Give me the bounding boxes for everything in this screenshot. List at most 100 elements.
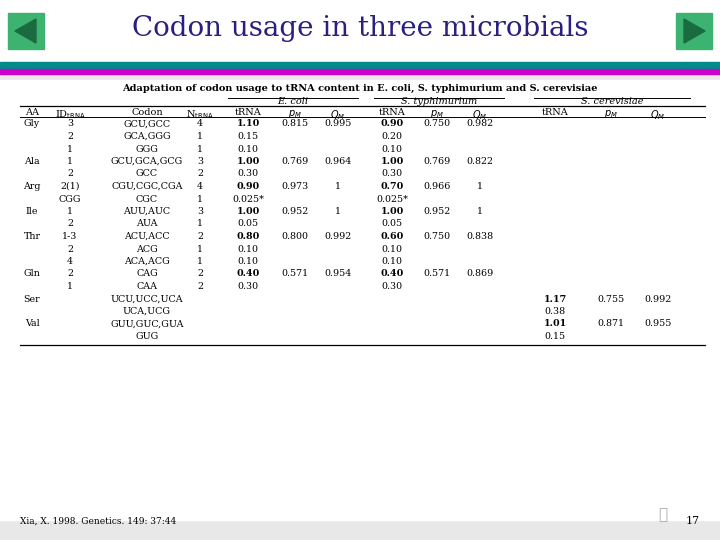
Text: 0.30: 0.30 bbox=[382, 170, 402, 179]
Text: Val: Val bbox=[24, 320, 40, 328]
Text: 0.995: 0.995 bbox=[324, 119, 351, 129]
Text: E. coli: E. coli bbox=[277, 97, 308, 106]
Bar bbox=[8, 13, 44, 49]
Text: CAA: CAA bbox=[137, 282, 158, 291]
Text: 0.952: 0.952 bbox=[423, 207, 451, 216]
Text: Ser: Ser bbox=[24, 294, 40, 303]
Text: 1-3: 1-3 bbox=[63, 232, 78, 241]
Text: 2: 2 bbox=[67, 170, 73, 179]
Text: 0.025*: 0.025* bbox=[232, 194, 264, 204]
Text: 3: 3 bbox=[67, 119, 73, 129]
Bar bbox=[0, 80, 720, 520]
Text: AUA: AUA bbox=[136, 219, 158, 228]
Text: 0.822: 0.822 bbox=[467, 157, 493, 166]
Text: 0.992: 0.992 bbox=[644, 294, 672, 303]
Text: 0.15: 0.15 bbox=[544, 332, 566, 341]
Text: 0.571: 0.571 bbox=[282, 269, 309, 279]
Text: S. typhimurium: S. typhimurium bbox=[401, 97, 477, 106]
Text: 0.815: 0.815 bbox=[282, 119, 309, 129]
Text: 0.10: 0.10 bbox=[238, 145, 258, 153]
Text: 1: 1 bbox=[67, 207, 73, 216]
Text: 1: 1 bbox=[67, 145, 73, 153]
Text: Adaptation of codon usage to tRNA content in E. coli, S. typhimurium and S. cere: Adaptation of codon usage to tRNA conten… bbox=[122, 84, 598, 93]
Text: Gly: Gly bbox=[24, 119, 40, 129]
Text: UCU,UCC,UCA: UCU,UCC,UCA bbox=[111, 294, 184, 303]
Text: 1.00: 1.00 bbox=[380, 157, 404, 166]
Text: 2: 2 bbox=[67, 269, 73, 279]
Text: 1: 1 bbox=[197, 219, 203, 228]
Text: GUU,GUC,GUA: GUU,GUC,GUA bbox=[110, 320, 184, 328]
Text: 1: 1 bbox=[477, 207, 483, 216]
Text: 2: 2 bbox=[197, 269, 203, 279]
Text: 1: 1 bbox=[477, 182, 483, 191]
Text: 0.954: 0.954 bbox=[325, 269, 351, 279]
Text: 0.40: 0.40 bbox=[380, 269, 404, 279]
Text: 1: 1 bbox=[197, 245, 203, 253]
Text: 0.90: 0.90 bbox=[380, 119, 404, 129]
Text: 🔊: 🔊 bbox=[658, 507, 667, 522]
Text: 1: 1 bbox=[197, 132, 203, 141]
Text: 1.10: 1.10 bbox=[236, 119, 260, 129]
Text: Codon: Codon bbox=[131, 108, 163, 117]
Polygon shape bbox=[15, 19, 36, 43]
Text: 1.00: 1.00 bbox=[380, 207, 404, 216]
Text: 0.30: 0.30 bbox=[382, 282, 402, 291]
Text: $Q_M$: $Q_M$ bbox=[330, 108, 346, 122]
Text: CGU,CGC,CGA: CGU,CGC,CGA bbox=[112, 182, 183, 191]
Text: 1: 1 bbox=[197, 194, 203, 204]
Text: 1: 1 bbox=[197, 145, 203, 153]
Text: $Q_M$: $Q_M$ bbox=[650, 108, 666, 122]
Text: 0.10: 0.10 bbox=[382, 145, 402, 153]
Text: 0.750: 0.750 bbox=[423, 119, 451, 129]
Text: 1: 1 bbox=[67, 282, 73, 291]
Text: 3: 3 bbox=[197, 157, 203, 166]
Text: 1: 1 bbox=[67, 157, 73, 166]
Text: 0.750: 0.750 bbox=[423, 232, 451, 241]
Text: AA: AA bbox=[25, 108, 39, 117]
Text: 1: 1 bbox=[335, 207, 341, 216]
Text: 0.10: 0.10 bbox=[238, 257, 258, 266]
Text: UCA,UCG: UCA,UCG bbox=[123, 307, 171, 316]
Text: 0.992: 0.992 bbox=[325, 232, 351, 241]
Text: 0.05: 0.05 bbox=[238, 219, 258, 228]
Text: 1: 1 bbox=[197, 257, 203, 266]
Text: $p_M$: $p_M$ bbox=[288, 108, 302, 120]
Text: 0.838: 0.838 bbox=[467, 232, 494, 241]
Text: N$_{\rm tRNA}$: N$_{\rm tRNA}$ bbox=[186, 108, 214, 121]
Text: CGC: CGC bbox=[136, 194, 158, 204]
Text: AUU,AUC: AUU,AUC bbox=[123, 207, 171, 216]
Text: 0.30: 0.30 bbox=[238, 282, 258, 291]
Text: Codon usage in three microbials: Codon usage in three microbials bbox=[132, 16, 588, 43]
Text: 0.952: 0.952 bbox=[282, 207, 309, 216]
Text: 0.70: 0.70 bbox=[380, 182, 404, 191]
Text: 1.17: 1.17 bbox=[544, 294, 567, 303]
Text: 2: 2 bbox=[197, 170, 203, 179]
Text: CAG: CAG bbox=[136, 269, 158, 279]
Text: 1.00: 1.00 bbox=[236, 207, 260, 216]
Text: 0.800: 0.800 bbox=[282, 232, 308, 241]
Text: tRNA: tRNA bbox=[235, 108, 261, 117]
Text: 0.38: 0.38 bbox=[544, 307, 566, 316]
Text: Thr: Thr bbox=[24, 232, 40, 241]
Text: Xia, X. 1998. Genetics. 149: 37:44: Xia, X. 1998. Genetics. 149: 37:44 bbox=[20, 517, 176, 526]
Text: 2: 2 bbox=[197, 232, 203, 241]
Text: 1.00: 1.00 bbox=[236, 157, 260, 166]
Text: 0.10: 0.10 bbox=[382, 257, 402, 266]
Text: 4: 4 bbox=[197, 182, 203, 191]
Text: CGG: CGG bbox=[59, 194, 81, 204]
Text: 0.90: 0.90 bbox=[236, 182, 260, 191]
Text: Gln: Gln bbox=[24, 269, 40, 279]
Text: tRNA: tRNA bbox=[541, 108, 568, 117]
Text: 0.871: 0.871 bbox=[598, 320, 624, 328]
Bar bbox=[676, 13, 712, 49]
Text: 3: 3 bbox=[197, 207, 203, 216]
Text: 0.10: 0.10 bbox=[382, 245, 402, 253]
Text: Arg: Arg bbox=[23, 182, 41, 191]
Text: 0.755: 0.755 bbox=[598, 294, 625, 303]
Text: GCU,GCA,GCG: GCU,GCA,GCG bbox=[111, 157, 183, 166]
Text: 0.769: 0.769 bbox=[423, 157, 451, 166]
Text: 0.025*: 0.025* bbox=[376, 194, 408, 204]
Text: 0.964: 0.964 bbox=[325, 157, 351, 166]
Text: 4: 4 bbox=[67, 257, 73, 266]
Text: 2: 2 bbox=[67, 219, 73, 228]
